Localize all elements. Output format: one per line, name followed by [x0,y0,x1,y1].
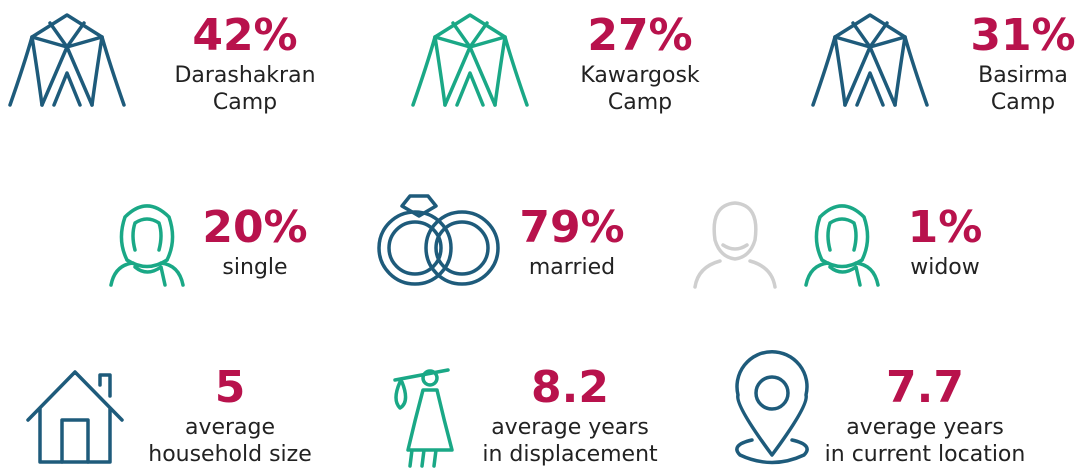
stat-value: 1% [908,202,983,253]
stat-value: 27% [587,10,692,61]
stat-value: 8.2 [531,362,609,413]
person-carrying-icon [393,368,454,468]
stat-label: Basirma [978,63,1068,88]
stat-label: in displacement [482,442,658,467]
stat-label: in current location [825,442,1026,467]
tent-icon [811,13,929,107]
stat-label: household size [148,442,311,467]
stat-value: 42% [192,10,297,61]
stat-label: average years [846,415,1004,440]
stat-value: 20% [202,202,307,253]
stat-label: single [222,255,287,280]
tent-icon [8,13,126,107]
stat-value: 5 [215,362,246,413]
tent-icon [411,13,529,107]
house-icon [26,370,124,464]
stat-label: average [185,415,275,440]
stat-value: 7.7 [886,362,964,413]
location-pin-icon [735,349,809,465]
stat-label: Camp [991,90,1055,115]
stat-value: 79% [519,202,624,253]
man-icon [693,201,777,289]
stat-label: married [529,255,615,280]
stat-label: Kawargosk [580,63,700,88]
stat-label: widow [910,255,980,280]
woman-icon [804,204,880,287]
stat-label: Darashakran [174,63,315,88]
stat-label: average years [491,415,649,440]
stat-label: Camp [608,90,672,115]
stat-value: 31% [970,10,1075,61]
stat-label: Camp [213,90,277,115]
rings-icon [377,194,500,286]
woman-icon [109,204,185,287]
